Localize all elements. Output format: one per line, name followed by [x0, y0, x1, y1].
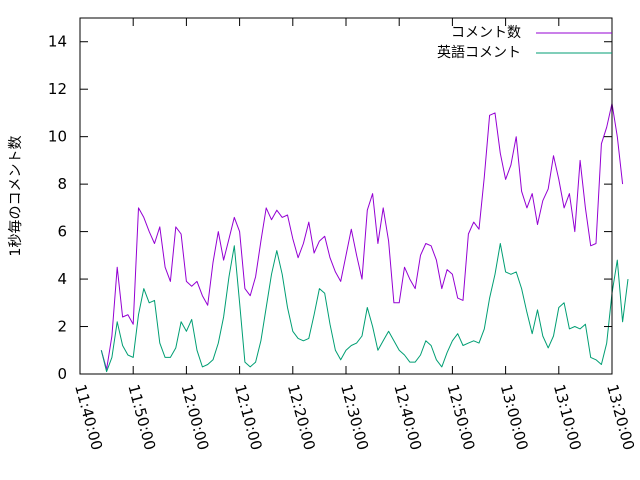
- y-tick-label: 12: [48, 80, 67, 98]
- y-tick-label: 0: [57, 365, 67, 383]
- x-tick-label: 11:40:00: [71, 382, 106, 452]
- y-axis-title: 1秒毎のコメント数: [8, 136, 24, 257]
- y-tick-label: 14: [48, 33, 67, 51]
- y-tick-label: 10: [48, 128, 67, 146]
- y-tick-label: 6: [57, 223, 67, 241]
- x-tick-label: 12:10:00: [231, 382, 266, 452]
- series-lines: [100, 102, 629, 373]
- x-tick-label: 12:40:00: [390, 382, 425, 452]
- x-tick-label: 12:50:00: [444, 382, 479, 452]
- legend-label-english: 英語コメント: [437, 44, 521, 61]
- x-tick-label: 12:30:00: [337, 382, 372, 452]
- series-line-english: [100, 243, 629, 373]
- legend: コメント数 英語コメント: [437, 25, 612, 61]
- y-tick-label: 8: [57, 175, 67, 193]
- y-axis: 0 2 4 6 8 10 12 14: [48, 33, 612, 383]
- legend-label-comments: コメント数: [451, 25, 521, 41]
- x-tick-label: 12:00:00: [178, 382, 213, 452]
- x-tick-label: 13:20:00: [603, 382, 638, 452]
- x-tick-label: 11:50:00: [124, 382, 159, 452]
- x-tick-label: 13:00:00: [497, 382, 532, 452]
- series-line-comments: [100, 102, 624, 370]
- y-tick-label: 4: [57, 270, 67, 288]
- x-tick-label: 13:10:00: [550, 382, 585, 452]
- x-tick-label: 12:20:00: [284, 382, 319, 452]
- x-axis: 11:40:00 11:50:00 12:00:00 12:10:00 12:20:00…: [71, 18, 638, 452]
- y-tick-label: 2: [57, 318, 67, 336]
